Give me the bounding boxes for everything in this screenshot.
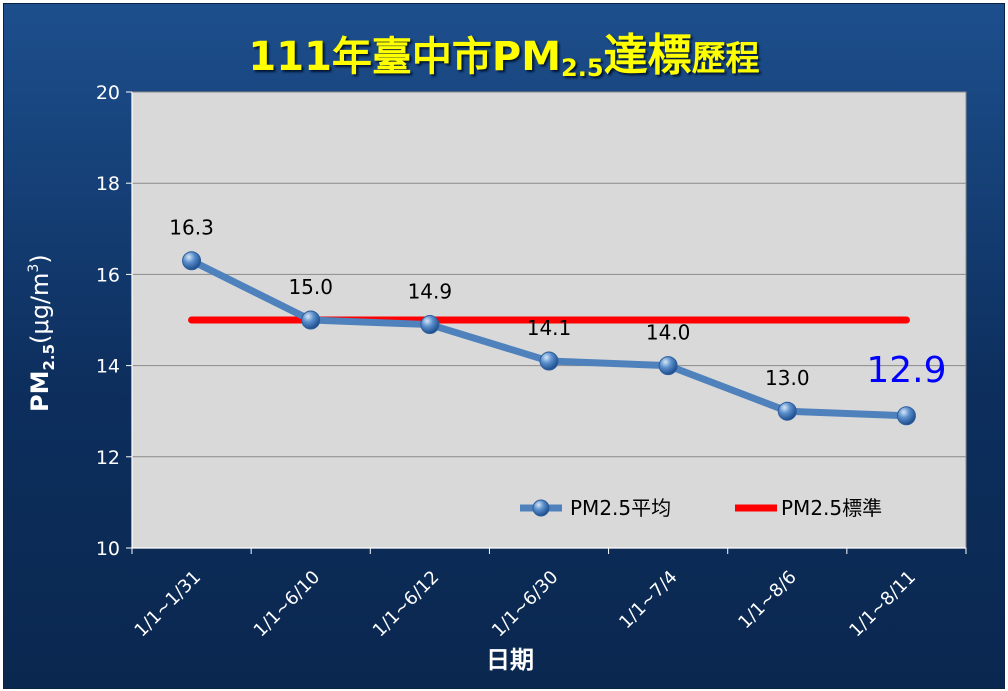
data-label: 13.0 — [765, 366, 810, 390]
data-point — [658, 356, 678, 376]
data-label: 15.0 — [288, 275, 333, 299]
y-tick-label: 18 — [96, 173, 120, 195]
data-point — [539, 351, 559, 371]
title-subscript: 2.5 — [561, 54, 604, 82]
legend-label-standard: PM2.5標準 — [781, 496, 882, 520]
data-point — [301, 310, 321, 330]
y-title-sup: 3 — [26, 264, 42, 273]
y-title-close: ) — [26, 254, 54, 263]
data-label: 14.9 — [408, 280, 453, 304]
y-tick-label: 20 — [96, 82, 120, 104]
legend-marker-average — [532, 499, 550, 517]
data-label: 12.9 — [866, 350, 946, 391]
plot-area: 10 12 14 16 18 20 1/1~1/31 1/1~6/10 1/1~6/12 1/1~… — [96, 82, 967, 642]
y-tick-label: 10 — [96, 538, 120, 560]
title-prefix: 111年臺中市PM — [248, 34, 562, 80]
data-point — [182, 251, 202, 271]
x-tick-label: 1/1~7/4 — [615, 567, 681, 633]
data-point — [777, 401, 797, 421]
data-label: 16.3 — [169, 216, 214, 240]
y-title-sub: 2.5 — [40, 344, 58, 371]
data-label: 14.1 — [527, 316, 572, 340]
y-tick-label: 12 — [96, 447, 120, 469]
x-tick-label: 1/1~6/30 — [488, 567, 563, 642]
title-suffix: 歷程 — [691, 39, 760, 79]
data-label: 14.0 — [646, 321, 691, 345]
data-point — [896, 406, 916, 426]
y-tick-label: 14 — [96, 356, 120, 378]
x-tick-label: 1/1~6/12 — [369, 567, 444, 642]
y-axis-title: PM2.5(μg/m3) — [26, 254, 58, 412]
x-tick-label: 1/1~8/6 — [734, 567, 800, 633]
y-tick-label: 16 — [96, 264, 120, 286]
y-title-main: PM — [26, 371, 54, 412]
chart-title: 111年臺中市PM2.5達標歷程 — [0, 34, 1008, 82]
y-title-unit: (μg/m — [26, 273, 54, 344]
x-tick-label: 1/1~6/10 — [250, 567, 325, 642]
legend-label-average: PM2.5平均 — [570, 496, 671, 520]
x-axis-title: 日期 — [486, 646, 534, 674]
data-point — [420, 315, 440, 335]
x-tick-label: 1/1~1/31 — [131, 567, 206, 642]
title-emphasis: 達標 — [603, 30, 692, 81]
x-tick-label: 1/1~8/11 — [845, 567, 920, 642]
